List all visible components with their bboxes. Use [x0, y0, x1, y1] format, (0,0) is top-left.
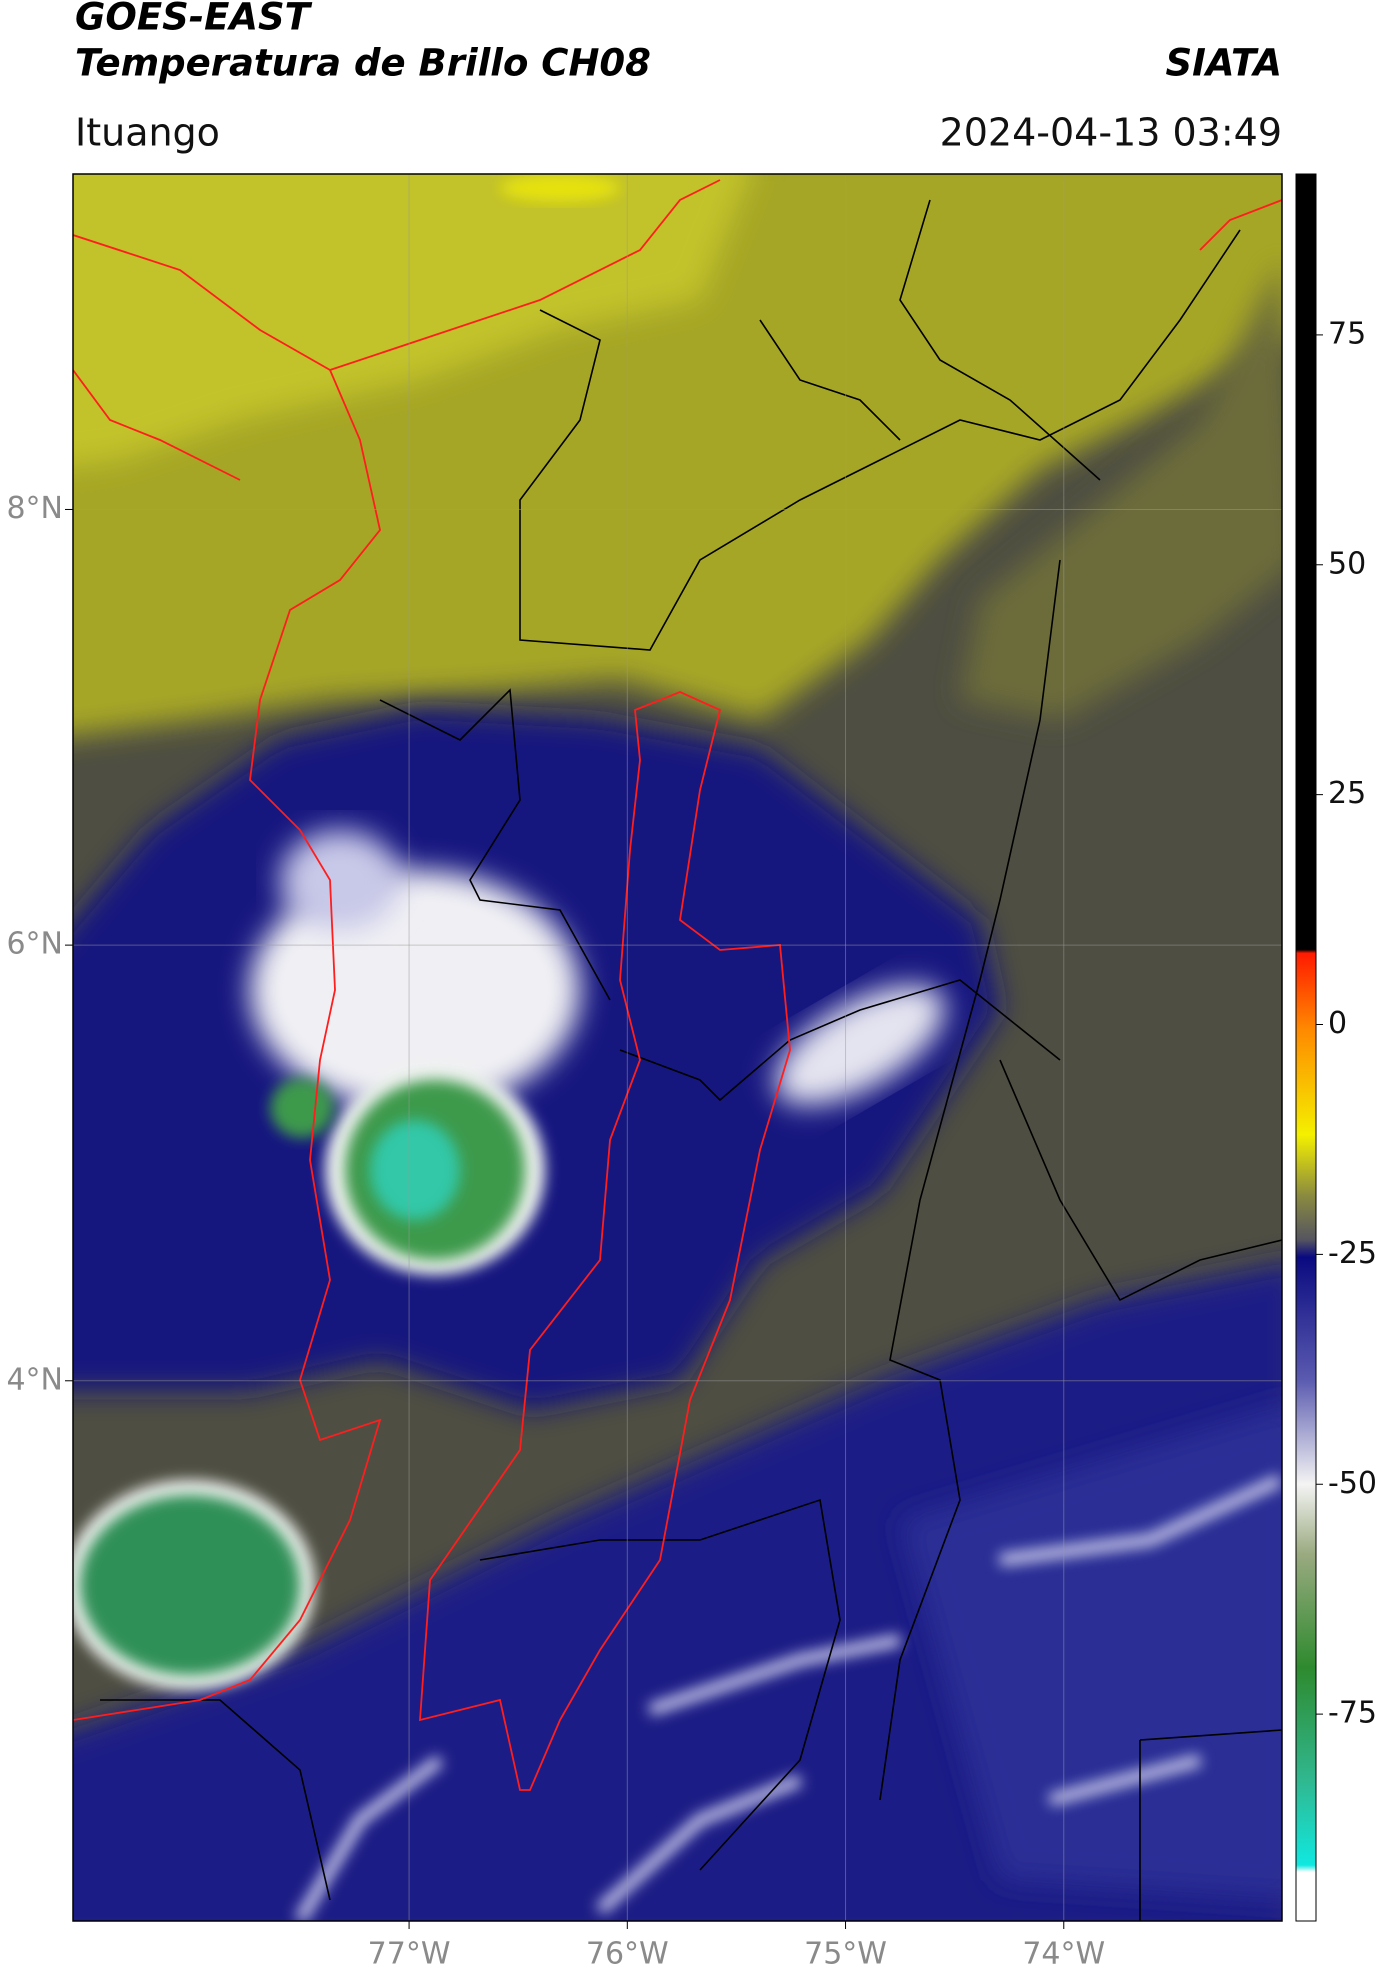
colorbar-tick-label: -50 — [1328, 1466, 1377, 1501]
graticule — [73, 174, 1282, 1921]
x-tick-label: 75°W — [804, 1937, 887, 1972]
y-tick-label: 6°N — [6, 927, 63, 962]
title: GOES-EAST — [75, 0, 313, 39]
colorbar-tick-label: 0 — [1328, 1006, 1347, 1041]
location: Ituango — [75, 111, 220, 155]
x-tick-label: 74°W — [1022, 1937, 1105, 1972]
map-frame — [72, 173, 1283, 1922]
colorbar-tick-label: -25 — [1328, 1236, 1377, 1271]
colorbar — [1295, 173, 1317, 1922]
y-tick-label: 8°N — [6, 491, 63, 526]
x-tick-label: 76°W — [586, 1937, 669, 1972]
colorbar-tick-label: -75 — [1328, 1696, 1377, 1731]
satellite-image — [73, 174, 1282, 1921]
source: SIATA — [1165, 42, 1282, 85]
subtitle: Temperatura de Brillo CH08 — [75, 42, 651, 85]
y-tick-label: 4°N — [6, 1362, 63, 1397]
colorbar-tick-label: 75 — [1328, 316, 1366, 351]
colorbar-tick-label: 50 — [1328, 546, 1366, 581]
x-tick-label: 77°W — [368, 1937, 451, 1972]
datetime: 2024-04-13 03:49 — [940, 111, 1282, 155]
colorbar-tick-label: 25 — [1328, 776, 1366, 811]
